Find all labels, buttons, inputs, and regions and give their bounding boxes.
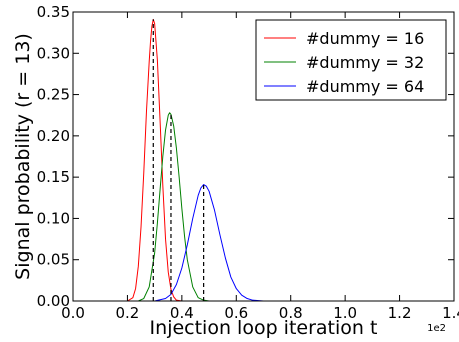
x-tick-label: 1.0 [333,304,357,322]
series-line [127,18,182,302]
x-axis-label: Injection loop iteration t [150,317,378,339]
legend-label: #dummy = 64 [306,77,424,96]
y-tick-label: 0.00 [37,292,70,310]
x-tick-label: 0.0 [61,304,85,322]
x-tick-label: 0.8 [279,304,303,322]
series-line [138,112,210,302]
legend-label: #dummy = 16 [306,29,424,48]
x-offset-label: 1e2 [427,323,446,334]
x-tick-label: 0.6 [224,304,248,322]
series-line [154,184,264,302]
y-tick-label: 0.20 [37,127,70,145]
y-axis-label: Signal probability (r = 13) [12,33,34,280]
x-tick-label: 0.2 [115,304,139,322]
y-tick-label: 0.35 [37,3,70,21]
y-tick-label: 0.30 [37,44,70,62]
y-tick-label: 0.10 [37,209,70,227]
y-tick-label: 0.05 [37,251,70,269]
legend: #dummy = 16 #dummy = 32 #dummy = 64 [255,19,447,101]
legend-label: #dummy = 32 [306,53,424,72]
legend-box [255,19,447,101]
plot-frame [72,11,455,302]
x-tick-label: 1.2 [388,304,412,322]
x-tick-label: 1.4 [442,304,459,322]
x-tick-label: 0.4 [170,304,194,322]
y-tick-label: 0.25 [37,86,70,104]
y-tick-label: 0.15 [37,168,70,186]
